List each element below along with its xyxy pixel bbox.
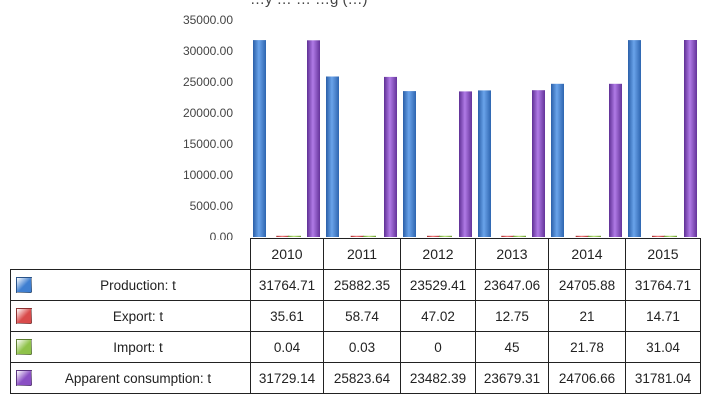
chart-title-fragment: …y … … …g (…) [250,0,728,9]
bar-apparent-consumption-2012 [459,91,472,238]
data-label: 0.03 [323,331,401,363]
data-label: 23647.06 [475,269,549,301]
data-label: 31.04 [625,331,701,363]
bar-import-2013 [513,235,526,237]
data-label: 45 [475,331,549,363]
data-label: 31729.14 [250,362,324,394]
apparent-consumption-legend-icon [16,370,32,386]
bar-production-2015 [628,40,641,237]
data-label: 14.71 [625,300,701,332]
category-label: 2014 [548,238,626,270]
bar-production-2014 [551,83,564,237]
data-label: 31764.71 [625,269,701,301]
bar-import-2014 [588,235,601,237]
series-name: Production: t [100,277,176,293]
category-label: 2010 [250,238,324,270]
y-axis: 0.00 5000.00 10000.00 15000.00 20000.00 25000… [183,13,233,240]
y-tick-label: 20000.00 [183,106,233,120]
bar-import-2012 [439,235,452,237]
bar-apparent-consumption-2015 [684,40,697,237]
data-label: 31764.71 [250,269,324,301]
bar-production-2010 [253,40,266,237]
data-label: 21 [548,300,626,332]
data-label: 21.78 [548,331,626,363]
y-tick-label: 10000.00 [183,168,233,182]
data-label: 23679.31 [475,362,549,394]
bar-chart: 0.00 5000.00 10000.00 15000.00 20000.00 25000… [183,13,697,240]
bar-import-2011 [363,235,376,237]
bar-export-2013 [501,235,515,237]
bar-apparent-consumption-2010 [307,40,320,237]
data-label: 25882.35 [323,269,401,301]
table-row: Apparent consumption: t 31729.14 25823.64 2… [10,362,701,394]
data-table: 2010 2011 2012 2013 2014 2015 Production: t 317… [10,238,701,394]
y-tick-label: 35000.00 [183,13,233,27]
import-legend-icon [16,339,32,355]
bar-apparent-consumption-2014 [609,83,622,237]
production-legend-icon [16,277,32,293]
data-label: 24705.88 [548,269,626,301]
data-label: 58.74 [323,300,401,332]
bar-export-2014 [575,235,589,237]
table-corner-cell [10,238,251,270]
data-label: 25823.64 [323,362,401,394]
bar-export-2010 [276,235,290,237]
bar-production-2013 [478,90,491,238]
series-name: Apparent consumption: t [64,370,212,386]
bar-export-2012 [427,235,440,237]
series-label-cell: Apparent consumption: t [10,362,251,394]
data-label: 0.04 [250,331,324,363]
series-label-cell: Production: t [10,269,251,301]
bar-apparent-consumption-2011 [384,76,397,238]
table-row: Export: t 35.61 58.74 47.02 12.75 21 14.71 [10,300,701,332]
category-label: 2012 [400,238,476,270]
bar-production-2012 [403,91,416,237]
bar-export-2015 [652,235,665,237]
y-tick-label: 30000.00 [183,44,233,58]
bar-production-2011 [326,76,339,237]
data-label: 12.75 [475,300,549,332]
export-legend-icon [16,308,32,324]
data-label: 24706.66 [548,362,626,394]
table-row: Production: t 31764.71 25882.35 23529.41 236… [10,269,701,301]
bar-export-2011 [350,235,364,237]
data-label: 31781.04 [625,362,701,394]
data-label: 23482.39 [400,362,476,394]
category-label: 2013 [475,238,549,270]
bar-import-2015 [664,235,677,237]
data-label: 47.02 [400,300,476,332]
series-name: Export: t [112,308,164,324]
bar-apparent-consumption-2013 [532,90,545,237]
y-tick-label: 15000.00 [183,137,233,151]
series-label-cell: Export: t [10,300,251,332]
series-label-cell: Import: t [10,331,251,363]
category-label: 2015 [625,238,701,270]
bar-import-2010 [288,235,301,237]
data-label: 23529.41 [400,269,476,301]
data-label: 0 [400,331,476,363]
data-label: 35.61 [250,300,324,332]
y-tick-label: 5000.00 [190,199,234,213]
series-name: Import: t [113,339,163,355]
category-label: 2011 [323,238,401,270]
bars-group [253,40,697,238]
table-row: Import: t 0.04 0.03 0 45 21.78 31.04 [10,331,701,363]
y-tick-label: 25000.00 [183,75,233,89]
y-tick-label: 0.00 [210,230,234,240]
table-header-row: 2010 2011 2012 2013 2014 2015 [10,238,701,270]
